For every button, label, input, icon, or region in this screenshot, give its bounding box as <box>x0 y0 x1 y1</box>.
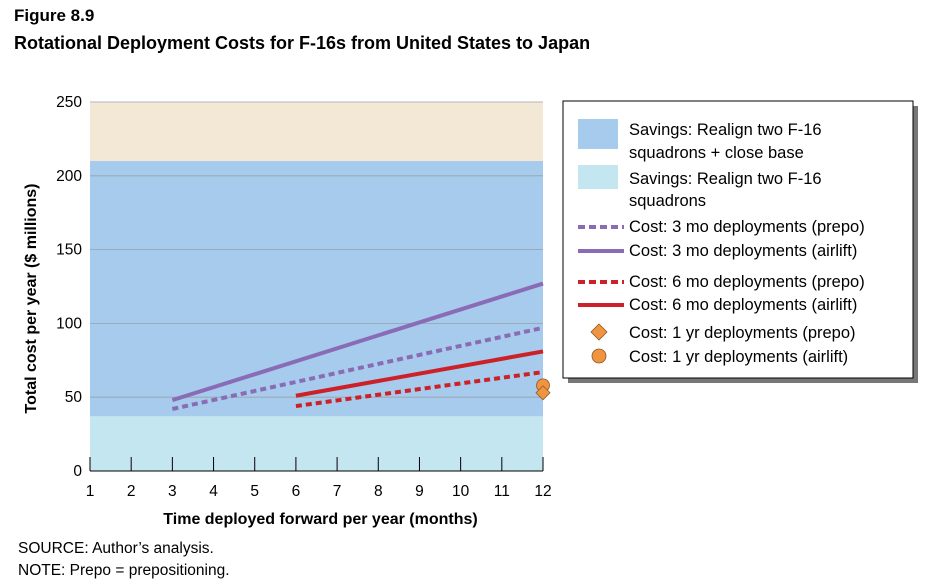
x-tick-label-4: 4 <box>209 483 218 500</box>
legend-label-series-4: Cost: 6 mo deployments (airlift) <box>629 296 857 314</box>
figure-title: Rotational Deployment Costs for F-16s fr… <box>14 33 591 53</box>
legend-label-series-3: Cost: 6 mo deployments (prepo) <box>629 273 865 291</box>
figure-label: Figure 8.9 <box>14 6 95 25</box>
x-tick-label-8: 8 <box>374 483 383 500</box>
source-note: SOURCE: Author’s analysis. <box>18 540 214 557</box>
series-line-4 <box>295 349 544 398</box>
legend-label-series-1: Cost: 3 mo deployments (prepo) <box>629 218 865 236</box>
x-tick-label-10: 10 <box>452 483 470 500</box>
legend-label-band-2-line-2: squadrons <box>629 192 706 210</box>
series-line-1 <box>171 325 544 411</box>
y-tick-label-200: 200 <box>56 168 82 185</box>
savings-band-2 <box>90 416 543 471</box>
y-tick-label-50: 50 <box>65 389 83 406</box>
legend-label-band-1-line-1: Savings: Realign two F-16 <box>629 121 822 139</box>
legend-swatch-series-6 <box>591 348 607 364</box>
legend-swatch-band-2 <box>578 165 618 189</box>
legend-label-band-1-line-2: squadrons + close base <box>629 144 804 162</box>
y-tick-label-0: 0 <box>73 463 82 480</box>
x-tick-label-1: 1 <box>86 483 95 500</box>
legend-swatch-series-5 <box>590 323 608 341</box>
legend-swatch-band-1 <box>578 119 618 149</box>
x-tick-label-7: 7 <box>333 483 342 500</box>
x-tick-label-3: 3 <box>168 483 177 500</box>
x-axis-label: Time deployed forward per year (months) <box>163 511 477 528</box>
savings-band-1 <box>90 161 543 417</box>
series-line-2 <box>171 281 544 403</box>
x-tick-label-6: 6 <box>292 483 301 500</box>
x-tick-label-2: 2 <box>127 483 136 500</box>
legend-label-series-6: Cost: 1 yr deployments (airlift) <box>629 348 848 366</box>
y-tick-label-250: 250 <box>56 94 82 111</box>
legend-label-band-2-line-1: Savings: Realign two F-16 <box>629 170 822 188</box>
x-tick-label-11: 11 <box>494 483 510 500</box>
y-tick-label-150: 150 <box>56 242 82 259</box>
series-line-3 <box>295 370 544 409</box>
legend-label-series-5: Cost: 1 yr deployments (prepo) <box>629 324 856 342</box>
plot-background-above-bands <box>90 102 543 162</box>
x-tick-label-9: 9 <box>415 483 424 500</box>
legend-label-series-2: Cost: 3 mo deployments (airlift) <box>629 242 857 260</box>
legend-box <box>562 100 914 379</box>
series-marker-diamond-5 <box>535 385 551 401</box>
abbreviation-note: NOTE: Prepo = prepositioning. <box>18 562 230 579</box>
y-axis-label: Total cost per year ($ millions) <box>23 184 40 414</box>
y-tick-label-100: 100 <box>56 315 82 332</box>
x-tick-label-5: 5 <box>250 483 259 500</box>
x-tick-label-12: 12 <box>534 483 551 500</box>
